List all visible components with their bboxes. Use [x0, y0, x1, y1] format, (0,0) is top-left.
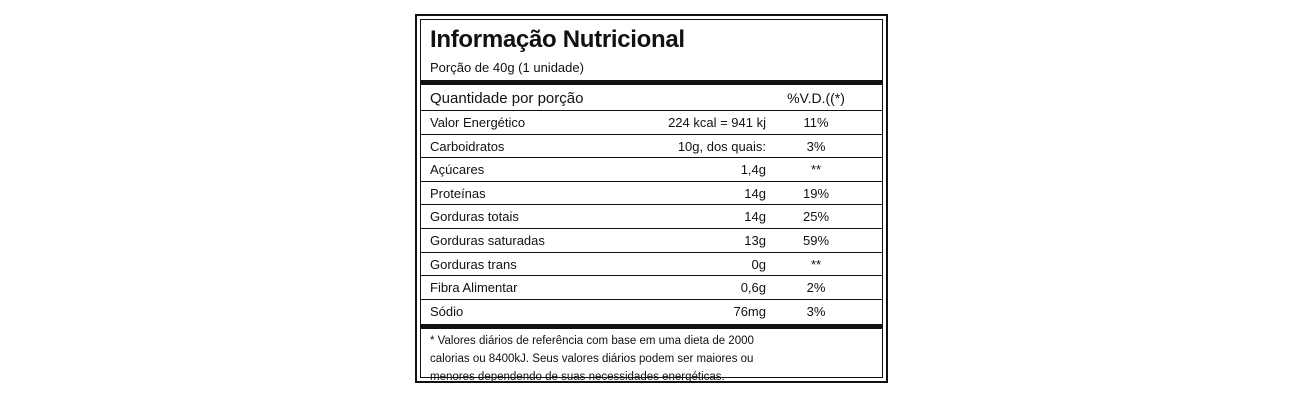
table-row: Gorduras saturadas 13g 59%: [421, 229, 882, 253]
table-row: Açúcares 1,4g **: [421, 158, 882, 182]
footnote-line: calorias ou 8400kJ. Seus valores diários…: [430, 353, 754, 365]
nutrient-quantity: 0g: [751, 256, 766, 272]
nutrient-daily-value: **: [810, 256, 822, 272]
nutrient-daily-value: 25%: [802, 209, 830, 225]
bottom-divider-bar: [421, 324, 882, 329]
nutrient-name: Gorduras saturadas: [430, 232, 545, 248]
nutrition-facts-inner-frame: Informação Nutricional Porção de 40g (1 …: [420, 19, 883, 383]
nutrient-quantity: 1,4g: [740, 162, 766, 178]
nutrient-daily-value: 3%: [806, 303, 826, 319]
nutrient-daily-value: 59%: [802, 232, 830, 248]
nutrient-name: Carboidratos: [430, 138, 505, 154]
footnote-line: menores dependendo de suas necessidades …: [430, 371, 725, 383]
nutrient-quantity: 14g: [744, 185, 766, 201]
quantity-header: Quantidade por porção: [430, 90, 584, 107]
footnote: * Valores diários de referência com base…: [430, 332, 870, 386]
nutrient-name: Gorduras totais: [430, 209, 519, 225]
nutrient-daily-value: **: [810, 162, 822, 178]
nutrient-daily-value: 11%: [803, 115, 829, 130]
nutrient-daily-value: 2%: [806, 280, 826, 296]
table-row: Gorduras totais 14g 25%: [421, 205, 882, 229]
nutrient-quantity: 10g, dos quais:: [677, 138, 766, 154]
table-row: Valor Energético 224 kcal = 941 kj 11%: [421, 111, 882, 135]
nutrient-quantity: 14g: [744, 209, 766, 225]
nutrition-facts-label: Informação Nutricional Porção de 40g (1 …: [415, 14, 888, 383]
label-title: Informação Nutricional: [430, 26, 685, 53]
nutrient-quantity: 0,6g: [740, 280, 766, 296]
table-row: Proteínas 14g 19%: [421, 182, 882, 206]
nutrient-quantity: 224 kcal = 941 kj: [668, 115, 766, 130]
top-divider-bar: [421, 80, 882, 85]
table-row: Sódio 76mg 3%: [421, 300, 882, 323]
nutrient-daily-value: 19%: [802, 185, 830, 201]
nutrient-name: Fibra Alimentar: [430, 280, 518, 296]
table-row: Fibra Alimentar 0,6g 2%: [421, 276, 882, 300]
footnote-line: * Valores diários de referência com base…: [430, 335, 754, 347]
nutrient-name: Açúcares: [430, 162, 485, 178]
nutrient-name: Proteínas: [430, 185, 486, 201]
table-row: Gorduras trans 0g **: [421, 253, 882, 277]
table-row: Carboidratos 10g, dos quais: 3%: [421, 135, 882, 159]
nutrient-quantity: 13g: [744, 232, 766, 248]
daily-value-header: %V.D.((*): [787, 90, 845, 106]
table-header-row: Quantidade por porção %V.D.((*): [421, 85, 882, 111]
nutrient-name: Valor Energético: [430, 115, 526, 130]
nutrient-name: Sódio: [430, 303, 464, 319]
portion-size: Porção de 40g (1 unidade): [430, 60, 584, 75]
nutrient-daily-value: 3%: [806, 138, 826, 154]
nutrient-quantity: 76mg: [733, 303, 766, 319]
nutrient-name: Gorduras trans: [430, 256, 517, 272]
nutrient-table: Valor Energético 224 kcal = 941 kj 11% C…: [421, 111, 882, 322]
